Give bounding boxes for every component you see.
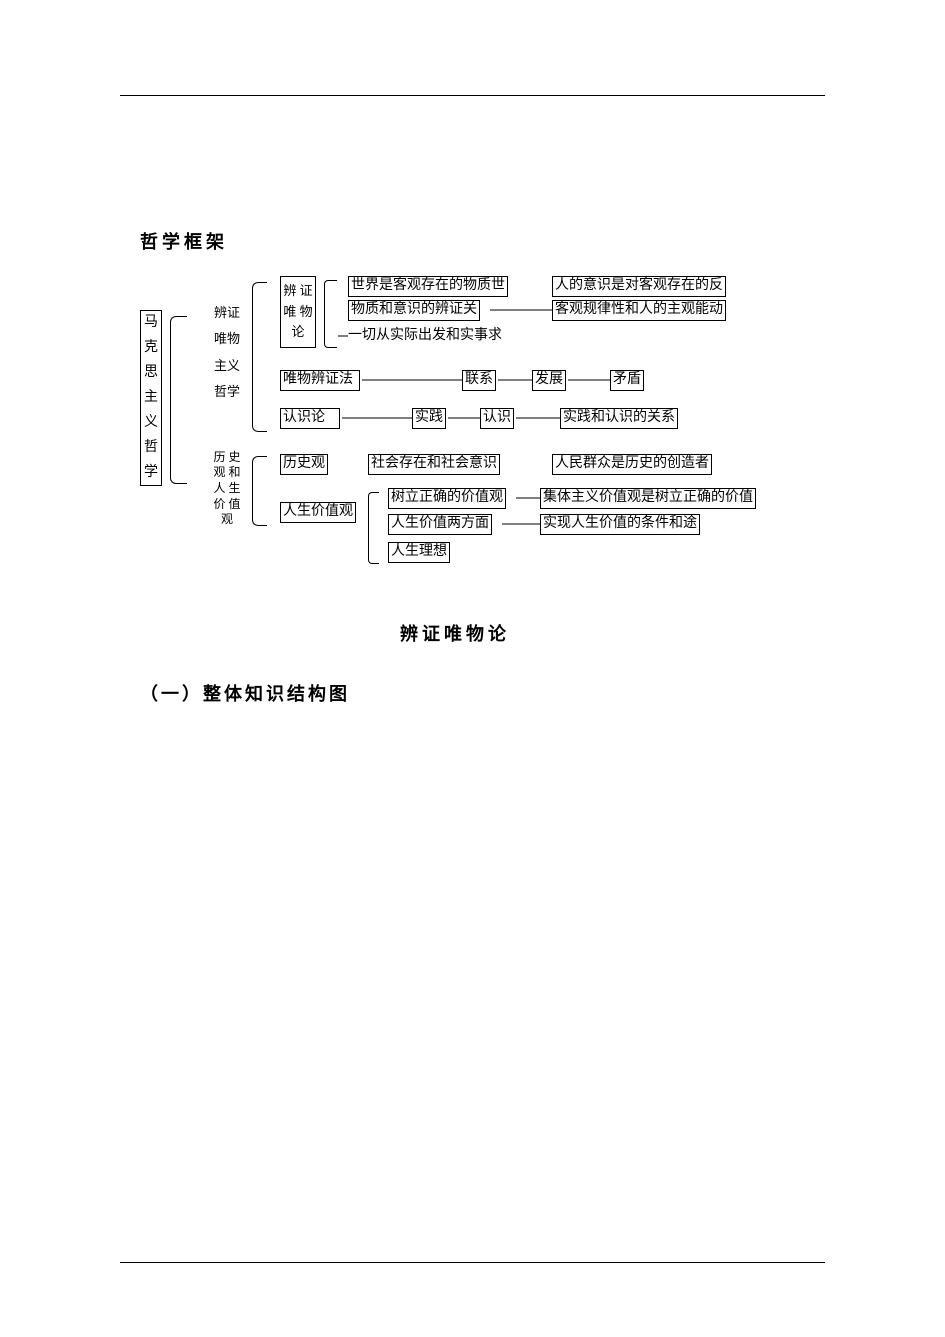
node-life-value-view: 人生价值观 (280, 502, 356, 523)
node-life-value-two-aspects: 人生价值两方面 (388, 514, 492, 535)
node-historical-view: 历史观 (280, 454, 328, 475)
node-connection: 联系 (462, 370, 496, 391)
node-world-objective-material: 世界是客观存在的物质世 (348, 276, 508, 297)
brace-b1a (324, 280, 337, 348)
node-development: 发展 (532, 370, 566, 391)
heading-section-one: （一）整体知识结构图 (140, 680, 350, 706)
node-materialist-dialectics: 唯物辨证法 (280, 370, 360, 391)
node-root: 马克思主义哲学 (140, 310, 162, 486)
heading-dialectical-materialism: 辨证唯物论 (400, 620, 510, 646)
node-objective-law-subjective: 客观规律性和人的主观能动 (552, 300, 726, 321)
node-practice-cognition-relation: 实践和认识的关系 (560, 408, 678, 429)
node-epistemology: 认识论 (280, 408, 340, 429)
bottom-rule (120, 1262, 825, 1263)
node-collectivism-values: 集体主义价值观是树立正确的价值 (540, 488, 756, 509)
node-dialectical-materialism-philosophy: 辨证唯物主义哲学 (210, 302, 244, 404)
node-realize-life-value-conditions: 实现人生价值的条件和途 (540, 514, 700, 535)
page: 哲学框架 马克思主义哲学 辨证唯物主义哲学 历 史观 和人 生价 值观 辨 证唯… (0, 0, 945, 1337)
node-correct-values: 树立正确的价值观 (388, 488, 506, 509)
heading-framework: 哲学框架 (140, 228, 228, 254)
brace-e2 (368, 492, 379, 564)
node-matter-consciousness-relation: 物质和意识的辨证关 (348, 300, 480, 321)
concept-diagram: 马克思主义哲学 辨证唯物主义哲学 历 史观 和人 生价 值观 辨 证唯 物论 唯… (140, 270, 840, 590)
node-social-existence-consciousness: 社会存在和社会意识 (368, 454, 500, 475)
brace-b2 (252, 456, 267, 526)
brace-root (170, 316, 187, 484)
connector-lines (140, 270, 840, 590)
node-proceed-from-reality: 一切从实际出发和实事求 (348, 328, 502, 345)
node-consciousness-reflection: 人的意识是对客观存在的反 (552, 276, 726, 297)
node-life-ideal: 人生理想 (388, 542, 450, 563)
brace-b1 (252, 282, 267, 432)
node-dialectical-materialism: 辨 证唯 物论 (280, 276, 316, 348)
node-history-life-value: 历 史观 和人 生价 值观 (210, 446, 244, 532)
node-contradiction: 矛盾 (610, 370, 644, 391)
node-cognition: 认识 (480, 408, 514, 429)
node-practice: 实践 (412, 408, 446, 429)
top-rule (120, 95, 825, 96)
node-masses-creators-history: 人民群众是历史的创造者 (552, 454, 712, 475)
